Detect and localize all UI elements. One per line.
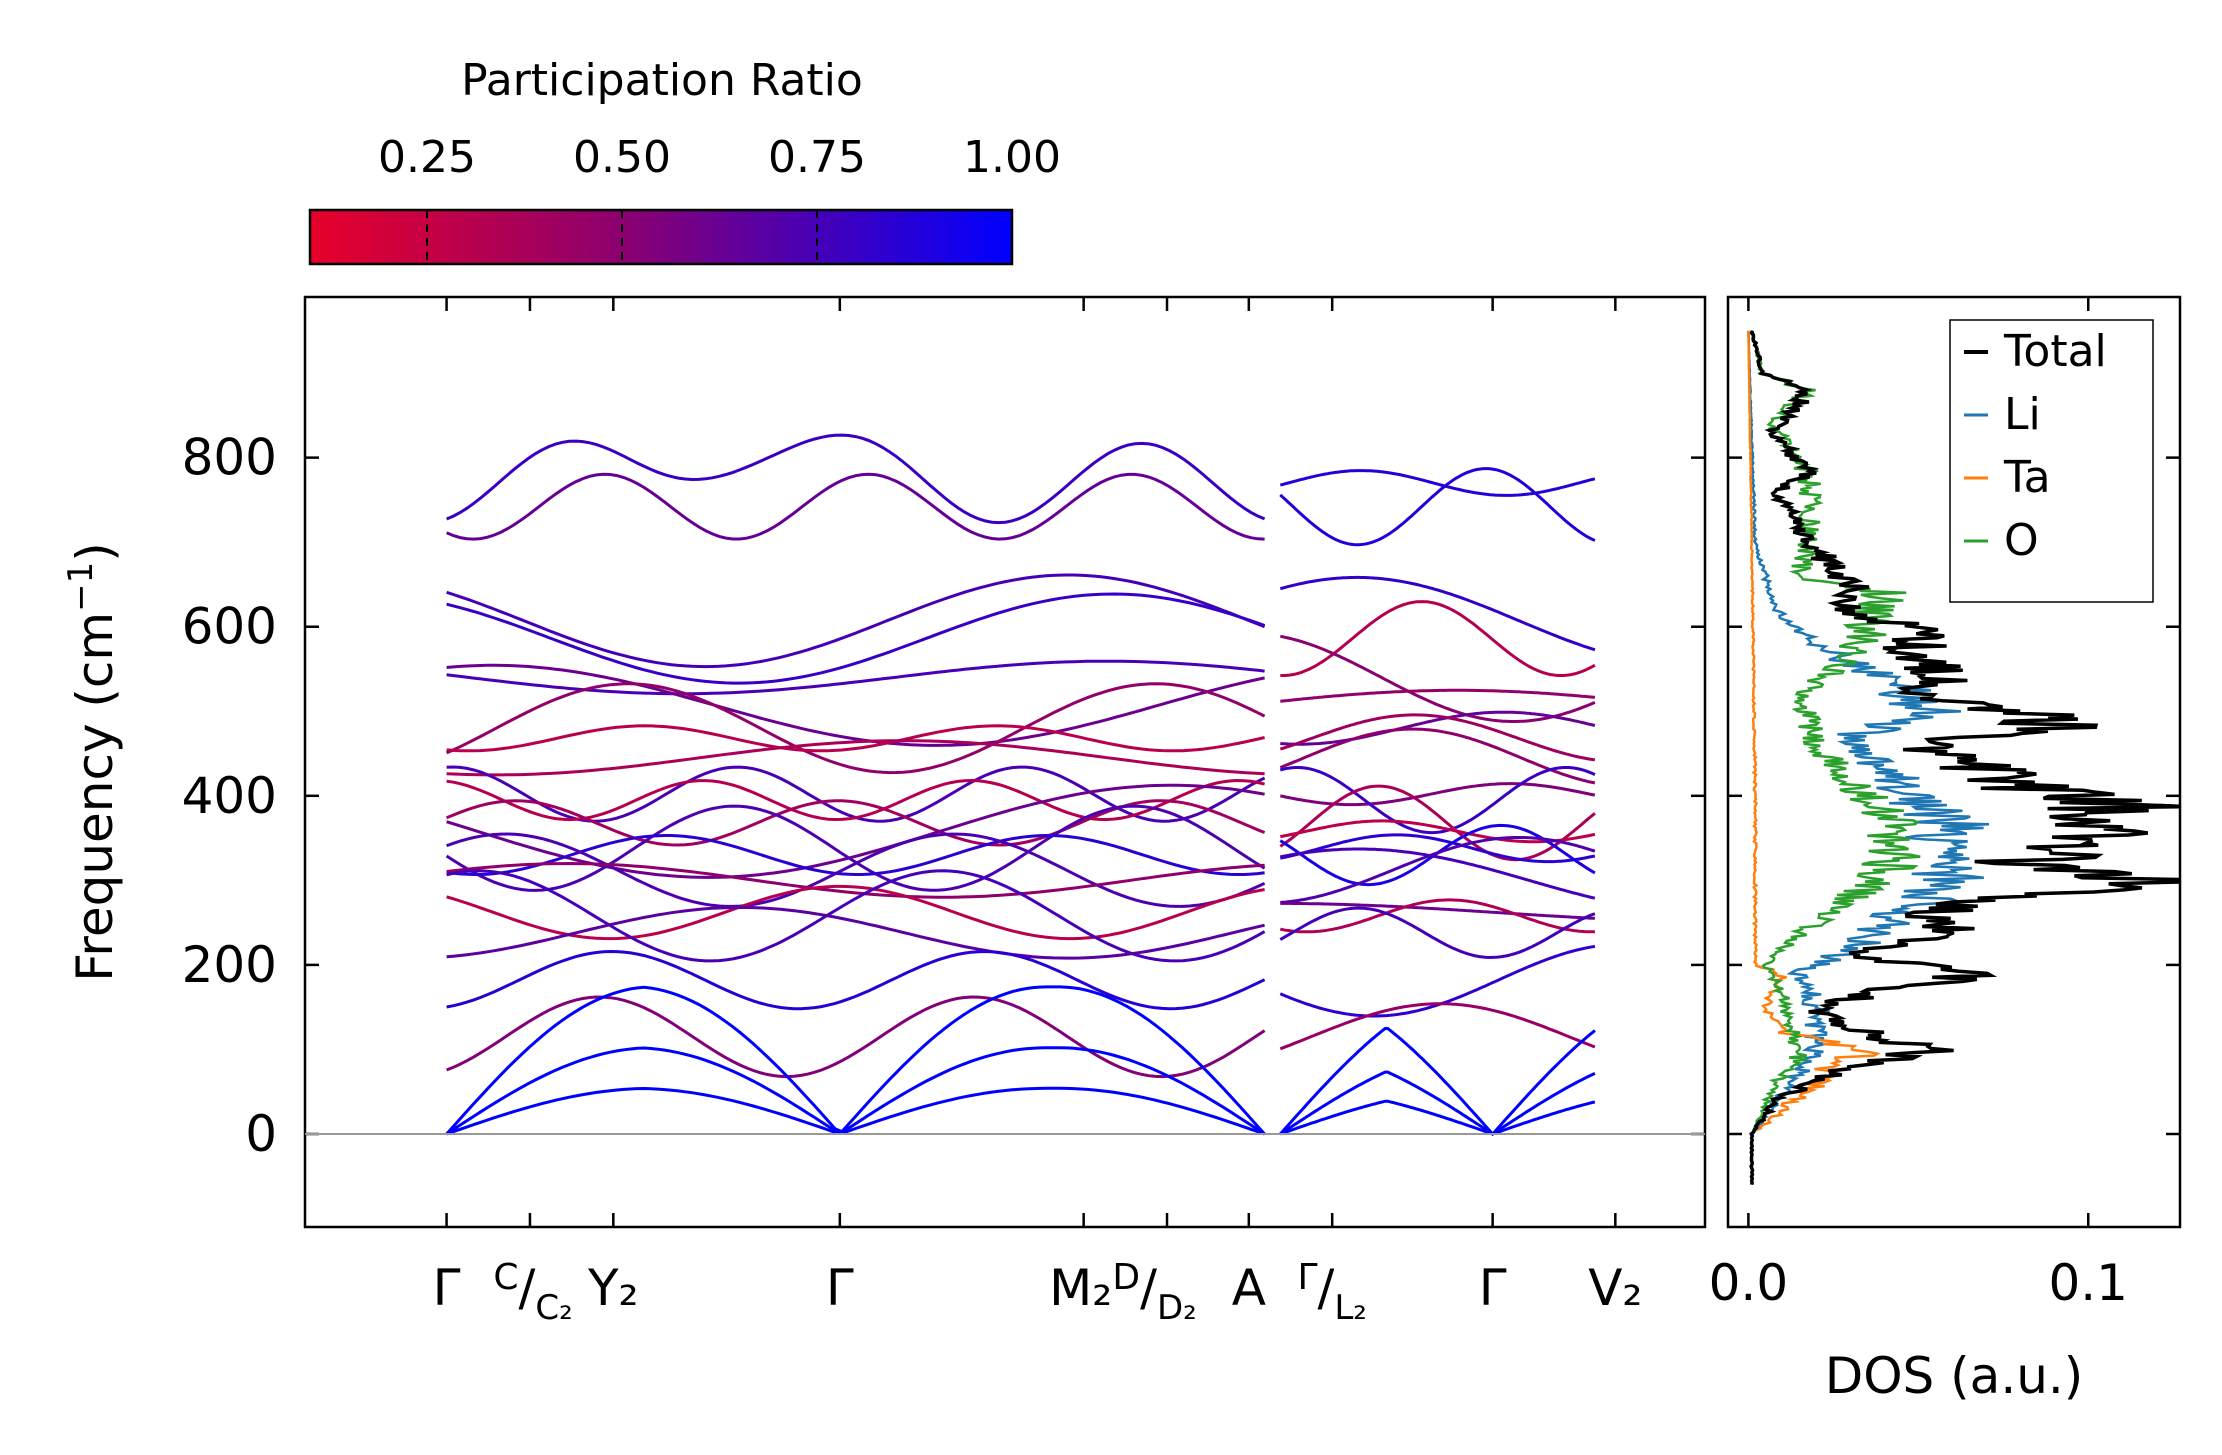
dos-panel: 0.0 0.1 DOS (a.u.) Total Li Ta O bbox=[1709, 295, 2182, 1405]
phonon-branch bbox=[1280, 600, 1596, 677]
phonon-branch bbox=[1280, 688, 1596, 703]
dos-x-axis-label: DOS (a.u.) bbox=[1825, 1347, 2084, 1405]
phonon-branch bbox=[1280, 819, 1596, 844]
dos-curve-ta bbox=[1747, 330, 1881, 1135]
phonon-branch bbox=[1280, 634, 1596, 723]
phonon-branch bbox=[446, 834, 1265, 876]
phonon-branch bbox=[446, 592, 1266, 685]
phonon-branch bbox=[1279, 944, 1596, 1018]
colorbar-tick-label: 0.50 bbox=[573, 132, 671, 183]
k-point-label: M₂D/D₂ bbox=[1049, 1257, 1197, 1328]
legend-label: O bbox=[2004, 515, 2039, 566]
phonon-branch bbox=[446, 659, 1265, 696]
legend-label: Li bbox=[2004, 389, 2041, 440]
phonon-branch bbox=[1279, 906, 1596, 960]
phonon-branch bbox=[446, 884, 1265, 941]
k-point-label: Γ bbox=[1479, 1259, 1507, 1317]
band-axes: 0 200 400 600 800 Γ C/C₂ Y₂ Γ M₂D/D₂ A Γ/L₂ Γ V₂ bbox=[182, 297, 1705, 1328]
phonon-branch bbox=[1280, 782, 1596, 807]
phonon-branch bbox=[445, 682, 1266, 775]
dos-axes: 0.0 0.1 bbox=[1709, 297, 2180, 1312]
legend-box bbox=[1949, 319, 2154, 603]
phonon-branch bbox=[1280, 898, 1595, 934]
dos-plot-frame bbox=[1726, 295, 2182, 1229]
dos-curve-total bbox=[1749, 330, 2180, 1186]
phonon-branch bbox=[1279, 1070, 1596, 1136]
phonon-branch bbox=[1279, 784, 1596, 862]
y-tick-label: 800 bbox=[182, 429, 277, 487]
phonon-branch bbox=[1280, 710, 1596, 746]
colorbar-title: Participation Ratio bbox=[461, 55, 863, 106]
colorbar: Participation Ratio 0.25 0.50 0.75 1.00 bbox=[308, 55, 1061, 266]
k-point-label: C/C₂ bbox=[493, 1257, 572, 1328]
k-point-label: Y₂ bbox=[587, 1259, 639, 1317]
dos-x-tick-label: 0.1 bbox=[2048, 1254, 2128, 1312]
phonon-branch bbox=[445, 1046, 1266, 1136]
phonon-branch bbox=[446, 832, 1266, 908]
phonon-branch bbox=[446, 573, 1266, 669]
dos-x-tick-label: 0.0 bbox=[1709, 1254, 1789, 1312]
legend-label: Ta bbox=[2003, 452, 2051, 503]
k-point-label: Γ bbox=[826, 1259, 854, 1317]
colorbar-tick-label: 0.75 bbox=[768, 132, 866, 183]
k-point-label: Γ bbox=[433, 1259, 461, 1317]
phonon-branch bbox=[446, 663, 1265, 747]
dos-curves bbox=[1747, 329, 2180, 1186]
k-point-label: Γ/L₂ bbox=[1297, 1257, 1367, 1328]
y-tick-label: 200 bbox=[182, 936, 277, 994]
phonon-branch bbox=[446, 739, 1265, 777]
colorbar-tick-label: 0.25 bbox=[378, 132, 476, 183]
phonon-branch bbox=[446, 433, 1266, 525]
colorbar-bar bbox=[308, 208, 1014, 266]
phonon-branch bbox=[1279, 823, 1596, 887]
phonon-branch bbox=[1279, 766, 1596, 835]
phonon-branch bbox=[1279, 1027, 1596, 1137]
phonon-branch bbox=[446, 861, 1265, 899]
phonon-branch bbox=[446, 724, 1265, 753]
phonon-bands bbox=[445, 433, 1596, 1137]
phonon-branch bbox=[446, 949, 1266, 1011]
dos-legend: Total Li Ta O bbox=[1949, 319, 2154, 603]
colorbar-tick-label: 1.00 bbox=[963, 132, 1061, 183]
k-point-label: A bbox=[1232, 1259, 1266, 1317]
band-structure-panel: 0 200 400 600 800 Γ C/C₂ Y₂ Γ M₂D/D₂ A Γ/L₂ Γ V₂ Freq… bbox=[61, 295, 1707, 1328]
phonon-branch bbox=[1280, 901, 1595, 920]
phonon-branch bbox=[1279, 1002, 1596, 1051]
phonon-branch bbox=[1280, 836, 1596, 904]
phonon-branch bbox=[1279, 467, 1596, 547]
y-tick-label: 600 bbox=[182, 598, 277, 656]
band-plot-frame bbox=[303, 295, 1707, 1229]
y-tick-label: 0 bbox=[245, 1105, 277, 1163]
phonon-branch bbox=[1279, 1099, 1596, 1136]
phonon-branch bbox=[1280, 833, 1596, 864]
phonon-branch bbox=[446, 905, 1265, 960]
dos-curve-li bbox=[1747, 330, 1990, 1135]
colorbar-ticks: 0.25 0.50 0.75 1.00 bbox=[378, 132, 1061, 264]
phonon-branch bbox=[1280, 847, 1596, 900]
phonon-branch bbox=[1279, 469, 1596, 497]
phonon-branch bbox=[446, 472, 1265, 541]
phonon-branch bbox=[446, 869, 1266, 963]
phonon-branch bbox=[1279, 713, 1596, 762]
k-point-label: V₂ bbox=[1588, 1259, 1642, 1317]
phonon-branch bbox=[445, 985, 1266, 1136]
legend-label: Total bbox=[2003, 326, 2107, 377]
phonon-branch bbox=[1279, 727, 1596, 785]
phonon-branch bbox=[446, 995, 1266, 1079]
dos-curve-o bbox=[1750, 329, 1921, 1135]
phonon-branch bbox=[1279, 575, 1596, 652]
phonon-branch bbox=[446, 783, 1265, 879]
phonon-branch bbox=[446, 1086, 1266, 1136]
y-tick-label: 400 bbox=[182, 767, 277, 825]
y-axis-label: Frequency (cm−1) bbox=[61, 542, 124, 982]
